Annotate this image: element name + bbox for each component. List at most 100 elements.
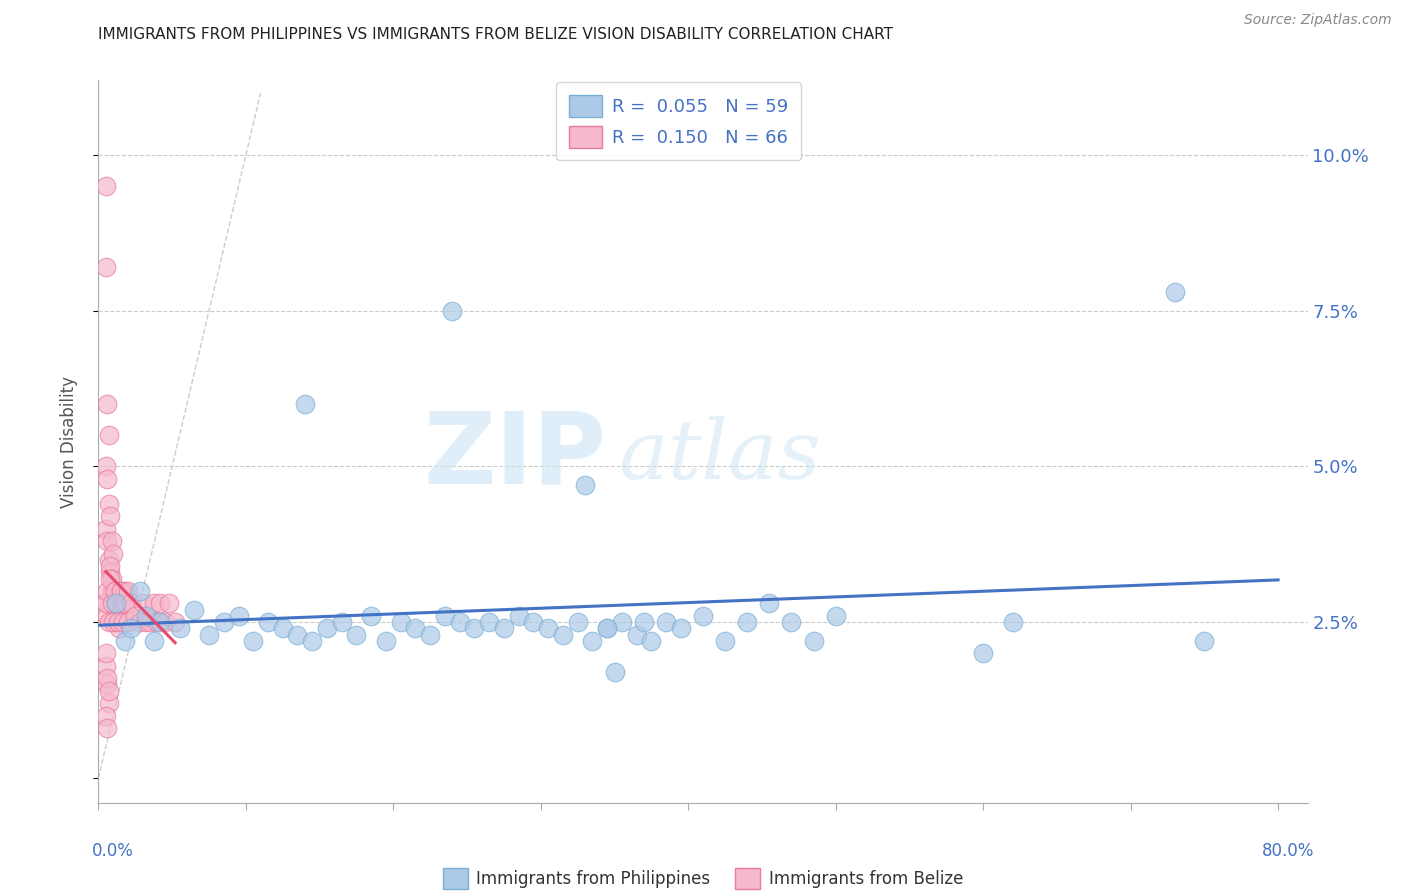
Legend: Immigrants from Philippines, Immigrants from Belize: Immigrants from Philippines, Immigrants … — [436, 862, 970, 892]
Text: Source: ZipAtlas.com: Source: ZipAtlas.com — [1244, 13, 1392, 28]
Point — [316, 621, 339, 635]
Point — [94, 179, 117, 194]
Point — [112, 615, 135, 630]
Point — [441, 303, 464, 318]
Point — [114, 584, 136, 599]
Point — [972, 646, 994, 660]
Point — [98, 559, 121, 574]
Point — [626, 627, 648, 641]
Point — [522, 615, 544, 630]
Point — [212, 615, 235, 630]
Point — [94, 522, 117, 536]
Point — [149, 597, 172, 611]
Point — [360, 609, 382, 624]
Point — [104, 584, 127, 599]
Point — [301, 633, 323, 648]
Point — [96, 671, 118, 685]
Point — [146, 615, 169, 630]
Point — [551, 627, 574, 641]
Point — [633, 615, 655, 630]
Point — [104, 597, 127, 611]
Point — [105, 597, 128, 611]
Point — [107, 615, 129, 630]
Point — [803, 633, 825, 648]
Point — [242, 633, 264, 648]
Point — [101, 584, 124, 599]
Point — [120, 597, 142, 611]
Y-axis label: Vision Disability: Vision Disability — [59, 376, 77, 508]
Point — [581, 633, 603, 648]
Point — [98, 572, 121, 586]
Point — [508, 609, 530, 624]
Point — [149, 615, 172, 630]
Point — [104, 597, 127, 611]
Point — [120, 621, 142, 635]
Point — [714, 633, 737, 648]
Point — [1001, 615, 1024, 630]
Point — [107, 615, 129, 630]
Point — [100, 584, 122, 599]
Point — [610, 615, 633, 630]
Point — [124, 609, 146, 624]
Point — [117, 584, 139, 599]
Point — [115, 597, 138, 611]
Point — [97, 683, 120, 698]
Point — [101, 615, 124, 630]
Point — [97, 497, 120, 511]
Point — [135, 609, 157, 624]
Point — [596, 621, 619, 635]
Point — [330, 615, 353, 630]
Point — [824, 609, 846, 624]
Point — [596, 621, 619, 635]
Point — [1194, 633, 1216, 648]
Point — [100, 597, 122, 611]
Point — [375, 633, 398, 648]
Point — [143, 633, 166, 648]
Point — [117, 615, 139, 630]
Point — [100, 572, 122, 586]
Point — [153, 615, 176, 630]
Point — [110, 584, 132, 599]
Point — [492, 621, 515, 635]
Point — [128, 615, 150, 630]
Point — [419, 627, 441, 641]
Point — [98, 566, 121, 580]
Text: ZIP: ZIP — [423, 408, 606, 505]
Point — [114, 597, 136, 611]
Point — [105, 609, 128, 624]
Point — [96, 534, 118, 549]
Point — [655, 615, 678, 630]
Point — [96, 584, 118, 599]
Point — [389, 615, 412, 630]
Point — [110, 584, 132, 599]
Point — [567, 615, 589, 630]
Point — [97, 553, 120, 567]
Point — [105, 597, 128, 611]
Point — [94, 708, 117, 723]
Text: 80.0%: 80.0% — [1263, 842, 1315, 860]
Point — [94, 597, 117, 611]
Point — [108, 621, 131, 635]
Point — [101, 584, 124, 599]
Point — [98, 509, 121, 524]
Point — [228, 609, 250, 624]
Point — [294, 397, 316, 411]
Point — [287, 627, 309, 641]
Point — [169, 621, 191, 635]
Point — [94, 260, 117, 274]
Point — [94, 658, 117, 673]
Point — [96, 609, 118, 624]
Point — [433, 609, 456, 624]
Point — [271, 621, 294, 635]
Point — [1164, 285, 1187, 299]
Point — [735, 615, 758, 630]
Point — [463, 621, 485, 635]
Point — [94, 459, 117, 474]
Point — [96, 472, 118, 486]
Text: atlas: atlas — [619, 416, 821, 496]
Point — [257, 615, 280, 630]
Point — [139, 615, 162, 630]
Point — [128, 584, 150, 599]
Point — [157, 597, 180, 611]
Point — [94, 597, 117, 611]
